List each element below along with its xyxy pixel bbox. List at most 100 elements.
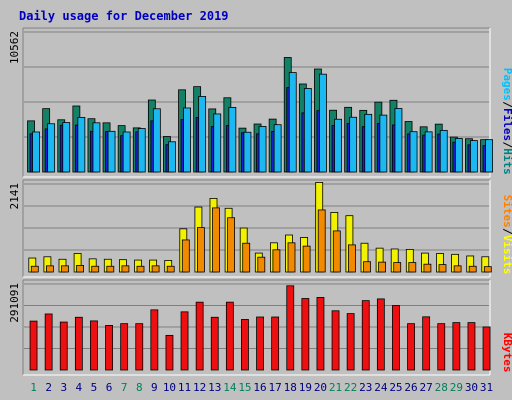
bar-pages-day-28 (439, 129, 448, 173)
bar-sites-day-1 (30, 265, 39, 273)
bar-pages-day-7 (122, 131, 131, 173)
bar-pages-day-26 (409, 131, 418, 173)
bar-pages-day-20 (319, 73, 327, 173)
chart-panels: 10562 Pages/Files/Hits 2141 Sites/Visits 291… (8, 27, 512, 376)
bar-kbytes-day-24 (376, 298, 385, 371)
bar-sites-day-13 (212, 207, 220, 273)
panel-legend: Sites/Visits (501, 195, 512, 275)
bar-sites-day-6 (106, 265, 115, 273)
bar-sites-day-22 (347, 244, 356, 273)
bar-sites-day-9 (151, 265, 160, 273)
bar-kbytes-day-2 (44, 313, 53, 371)
bar-kbytes-day-29 (452, 322, 461, 371)
legend-label: Hits (501, 148, 512, 175)
legend-label: Sites (501, 195, 512, 228)
bar-pages-day-21 (334, 118, 342, 173)
bar-pages-day-15 (243, 131, 252, 173)
bar-sites-day-19 (302, 245, 311, 273)
bar-sites-day-12 (196, 227, 205, 273)
bar-kbytes-day-22 (346, 313, 355, 371)
panel-max-label: 291091 (8, 283, 21, 323)
bar-pages-day-13 (213, 113, 222, 173)
bar-kbytes-day-15 (241, 319, 249, 371)
bar-kbytes-day-8 (135, 323, 144, 371)
bar-sites-day-7 (121, 265, 130, 273)
day-label: 9 (151, 381, 158, 394)
bar-pages-day-22 (349, 116, 358, 173)
bar-pages-day-16 (258, 126, 267, 173)
day-label: 16 (253, 381, 266, 394)
day-label: 8 (136, 381, 143, 394)
series-pages (32, 72, 493, 173)
legend-label: / (501, 228, 512, 235)
day-label: 6 (106, 381, 113, 394)
bar-pages-day-25 (394, 108, 403, 173)
bar-kbytes-day-23 (361, 300, 370, 371)
bar-kbytes-day-16 (256, 316, 264, 371)
bar-sites-day-8 (136, 265, 145, 273)
day-label: 12 (193, 381, 206, 394)
bar-pages-day-12 (198, 96, 207, 173)
bar-sites-day-28 (438, 264, 447, 273)
legend-label: Pages (501, 68, 512, 101)
bar-sites-day-25 (393, 262, 402, 273)
day-label: 28 (435, 381, 448, 394)
chart-title: Daily usage for December 2019 (19, 9, 229, 23)
day-label: 20 (314, 381, 327, 394)
bar-kbytes-day-30 (467, 322, 476, 371)
bar-pages-day-5 (92, 122, 101, 173)
bar-sites-day-23 (363, 261, 371, 273)
bar-pages-day-23 (364, 113, 373, 173)
day-label: 24 (374, 381, 388, 394)
bar-sites-day-30 (468, 265, 477, 273)
bar-pages-day-24 (379, 114, 388, 173)
day-label: 19 (299, 381, 312, 394)
panel-max-label: 2141 (8, 183, 21, 210)
day-label: 10 (163, 381, 176, 394)
bar-kbytes-day-11 (180, 311, 189, 371)
bar-sites-day-15 (242, 242, 251, 273)
bar-kbytes-day-31 (482, 326, 491, 371)
bar-kbytes-day-4 (74, 316, 83, 371)
bar-sites-day-16 (257, 256, 266, 273)
bar-kbytes-day-25 (392, 305, 400, 371)
bar-kbytes-day-5 (90, 320, 98, 371)
bar-sites-day-31 (483, 266, 492, 273)
bar-pages-day-8 (137, 128, 146, 173)
panel-max-label: 10562 (8, 31, 21, 64)
day-label: 30 (465, 381, 478, 394)
bar-pages-day-27 (424, 131, 433, 173)
bar-sites-day-11 (181, 239, 190, 273)
bar-kbytes-day-26 (407, 323, 415, 371)
panel-top: 10562 Pages/Files/Hits (8, 27, 512, 178)
day-label: 4 (76, 381, 83, 394)
bar-pages-day-4 (77, 116, 86, 173)
bar-pages-day-9 (152, 108, 161, 173)
bar-sites-day-2 (46, 265, 54, 273)
bar-kbytes-day-10 (165, 334, 174, 371)
bar-sites-day-20 (317, 209, 326, 273)
day-label: 11 (178, 381, 191, 394)
day-axis-labels: 1 2 3 4 5 6 7 8 9 10 11 12 13 14 15 16 17 18 19 20 21 22 23 24 2… (30, 381, 493, 394)
bar-pages-day-31 (485, 139, 493, 173)
day-label: 1 (30, 381, 37, 394)
day-label: 17 (269, 381, 282, 394)
bar-sites-day-21 (332, 230, 341, 273)
bar-kbytes-day-18 (286, 285, 295, 371)
bar-kbytes-day-1 (29, 320, 38, 371)
day-label: 15 (238, 381, 251, 394)
day-label: 5 (91, 381, 98, 394)
bar-pages-day-1 (32, 131, 40, 173)
bar-pages-day-19 (303, 88, 312, 173)
panel-legend: Pages/Files/Hits (501, 68, 512, 175)
day-label: 25 (389, 381, 402, 394)
bar-sites-day-14 (227, 217, 236, 273)
bar-sites-day-24 (378, 261, 387, 273)
bar-pages-day-11 (183, 107, 191, 173)
series-sites (30, 207, 492, 273)
bar-kbytes-day-13 (210, 316, 219, 371)
series-kbytes (29, 285, 491, 371)
bar-kbytes-day-17 (271, 316, 280, 371)
